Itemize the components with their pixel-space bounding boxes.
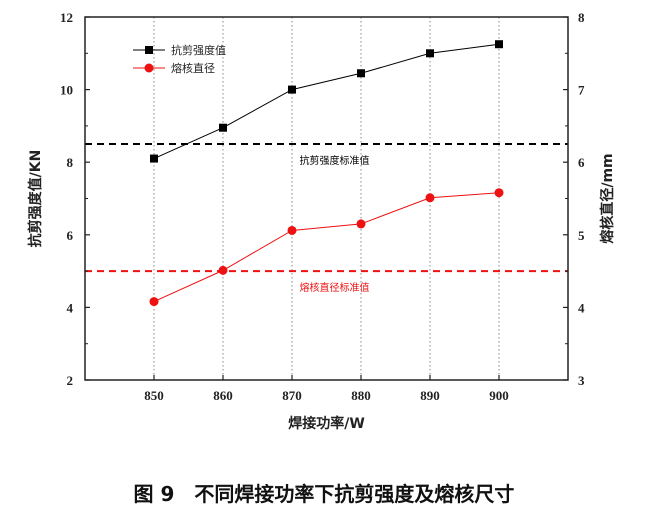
right-y-tick-label: 5: [578, 228, 585, 243]
left-y-tick-label: 8: [67, 155, 74, 170]
data-point: [495, 40, 503, 49]
legend-label-nugget: 熔核直径: [171, 61, 215, 75]
left-y-tick-label: 6: [67, 228, 74, 243]
left-y-axis-title: 抗剪强度值/KN: [27, 150, 44, 248]
right-y-tick-label: 7: [578, 83, 585, 98]
right-y-axis-title: 熔核直径/mm: [599, 153, 616, 243]
right-y-tick-label: 8: [578, 10, 585, 25]
reference-lines: [85, 143, 568, 273]
right-y-tick-label: 3: [578, 373, 585, 388]
nugget-standard-label: 熔核直径标准值: [300, 281, 370, 294]
data-point: [150, 154, 158, 163]
data-point: [494, 188, 504, 198]
left-y-tick-label: 2: [67, 373, 74, 388]
x-axis-title: 焊接功率/W: [288, 415, 365, 432]
data-point: [425, 193, 435, 203]
data-point: [426, 49, 434, 58]
legend-label-shear: 抗剪强度值: [171, 43, 226, 57]
x-tick-label: 870: [282, 388, 302, 403]
data-point: [149, 297, 159, 307]
x-tick-label: 850: [144, 388, 164, 403]
series-layer: [149, 40, 504, 307]
data-point: [219, 123, 227, 132]
right-y-tick-label: 4: [578, 300, 585, 315]
x-tick-label: 860: [213, 388, 233, 403]
figure-caption: 图 9 不同焊接功率下抗剪强度及熔核尺寸: [133, 482, 515, 506]
x-tick-label: 880: [351, 388, 371, 403]
series-line: [153, 43, 500, 160]
right-y-tick-label: 6: [578, 155, 585, 170]
x-tick-label: 900: [489, 388, 509, 403]
legend-marker-circle: [144, 63, 154, 73]
shear-standard-label: 抗剪强度标准值: [300, 154, 370, 167]
data-point: [357, 69, 365, 78]
data-point: [218, 265, 228, 275]
ticks: 850 860 870 880 890 900 2 4 6 8 10 12 3 4 5 6 7 8: [60, 10, 585, 403]
series-line: [153, 192, 500, 303]
plot-frame: [84, 16, 569, 381]
data-point: [288, 85, 296, 94]
data-point: [356, 219, 366, 229]
legend: 抗剪强度值 熔核直径: [133, 43, 226, 75]
data-point: [287, 225, 297, 235]
left-y-tick-label: 12: [60, 10, 73, 25]
left-y-tick-label: 10: [60, 83, 73, 98]
x-tick-label: 890: [420, 388, 440, 403]
legend-marker-square: [145, 46, 153, 54]
left-y-tick-label: 4: [67, 300, 74, 315]
